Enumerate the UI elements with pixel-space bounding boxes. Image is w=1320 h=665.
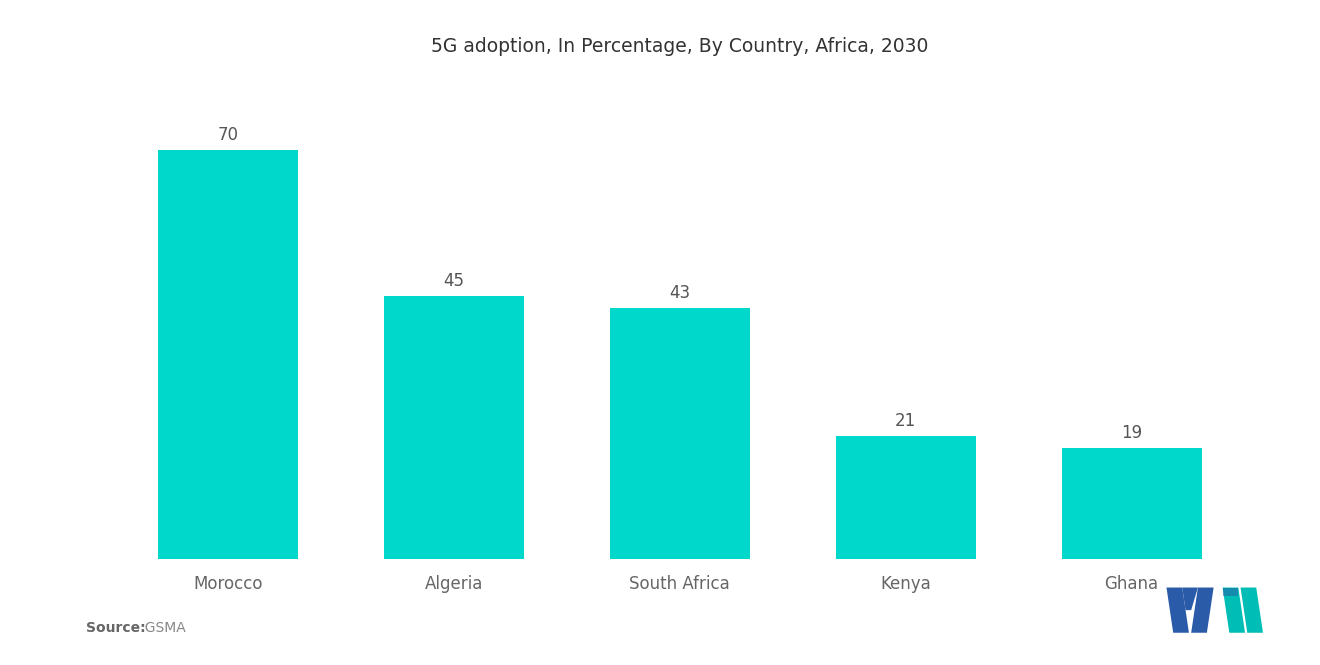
Polygon shape bbox=[1241, 588, 1263, 633]
Text: 70: 70 bbox=[218, 126, 239, 144]
Polygon shape bbox=[1191, 588, 1213, 633]
Text: 19: 19 bbox=[1121, 424, 1142, 442]
Bar bbox=[836, 436, 975, 559]
Bar bbox=[384, 296, 524, 559]
Bar bbox=[610, 307, 750, 559]
Text: 43: 43 bbox=[669, 284, 690, 302]
Text: 45: 45 bbox=[444, 272, 465, 290]
Text: GSMA: GSMA bbox=[136, 621, 186, 635]
Text: 21: 21 bbox=[895, 412, 916, 430]
Title: 5G adoption, In Percentage, By Country, Africa, 2030: 5G adoption, In Percentage, By Country, … bbox=[432, 37, 928, 56]
Polygon shape bbox=[1183, 588, 1199, 610]
Bar bbox=[158, 150, 298, 559]
Bar bbox=[1061, 448, 1201, 559]
Polygon shape bbox=[1167, 588, 1189, 633]
Text: Source:: Source: bbox=[86, 621, 145, 635]
Polygon shape bbox=[1222, 588, 1238, 596]
Polygon shape bbox=[1222, 588, 1245, 633]
